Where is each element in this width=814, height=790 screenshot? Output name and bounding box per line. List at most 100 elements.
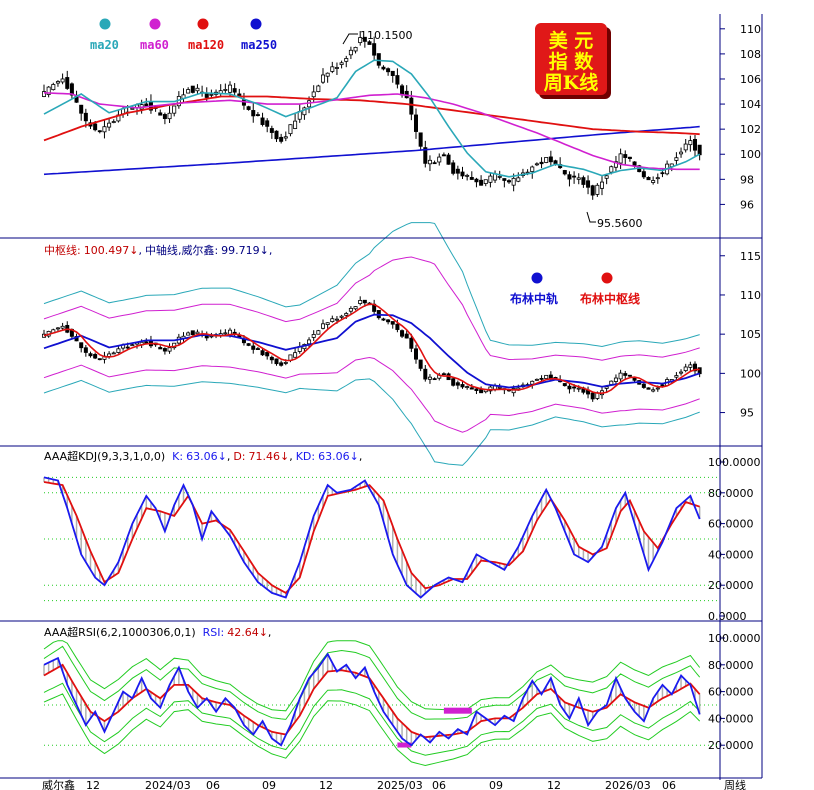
candle-body bbox=[162, 348, 167, 352]
candle-body bbox=[204, 93, 209, 98]
candle-body bbox=[362, 299, 367, 304]
y-tick-label: 0.0000 bbox=[708, 610, 747, 623]
candle-body bbox=[265, 120, 270, 127]
y-tick-label: 80.0000 bbox=[708, 487, 754, 500]
candle-body bbox=[632, 377, 637, 381]
candle-body bbox=[381, 66, 386, 70]
candle-body bbox=[367, 41, 372, 45]
candle-body bbox=[590, 392, 595, 400]
candle-body bbox=[418, 132, 423, 147]
candle-body bbox=[572, 175, 577, 178]
period-label: 周线 bbox=[724, 778, 746, 790]
candle-body bbox=[65, 77, 70, 89]
candle-body bbox=[479, 389, 484, 394]
ma120-line bbox=[43, 95, 700, 142]
logo-line-1: 美 元 bbox=[549, 29, 594, 52]
candle-body bbox=[539, 377, 544, 380]
candle-body bbox=[488, 175, 493, 183]
candle-body bbox=[516, 177, 521, 182]
candle-body bbox=[534, 163, 539, 166]
d-label: D: bbox=[233, 450, 245, 463]
candle-body bbox=[413, 348, 418, 360]
candle-body bbox=[604, 175, 609, 179]
candle-body bbox=[613, 161, 618, 168]
candle-body bbox=[651, 389, 656, 392]
candle-body bbox=[595, 184, 600, 195]
candle-body bbox=[544, 157, 549, 163]
x-axis: 威尔鑫 12 2024/03 06 09 12 2025/03 06 09 12… bbox=[42, 778, 746, 790]
candle-body bbox=[683, 366, 688, 372]
ma120-legend-label: ma120 bbox=[188, 38, 224, 52]
axis-value: 99.719↓ bbox=[221, 244, 269, 257]
candle-body bbox=[107, 353, 112, 357]
author-label: 威尔鑫 bbox=[181, 243, 214, 257]
kdj-readout: AAA超KDJ(9,3,3,1,0,0) K: 63.06↓, D: 71.46↓, KD… bbox=[44, 449, 362, 463]
readout-separator: : bbox=[77, 244, 81, 257]
y-tick-label: 80.0000 bbox=[708, 659, 754, 672]
candle-body bbox=[623, 373, 628, 376]
candle-body bbox=[97, 130, 102, 133]
candle-body bbox=[279, 136, 284, 142]
candle-body bbox=[227, 84, 232, 93]
candle-body bbox=[288, 124, 293, 135]
candle-body bbox=[283, 136, 288, 139]
candle-body bbox=[93, 354, 98, 359]
x-tick-label: 2025/03 bbox=[377, 779, 423, 790]
candle-body bbox=[274, 358, 279, 365]
candle-body bbox=[567, 174, 572, 180]
candle-body bbox=[539, 161, 544, 165]
candle-body bbox=[83, 112, 88, 122]
candle-body bbox=[469, 177, 474, 180]
candle-body bbox=[474, 178, 479, 183]
readout-separator: , bbox=[289, 450, 293, 463]
candle-body bbox=[446, 154, 451, 165]
y-tick-label: 100.0000 bbox=[708, 632, 761, 645]
boll-mid-legend-ball bbox=[531, 272, 543, 284]
candle-body bbox=[455, 168, 460, 174]
candle-body bbox=[553, 160, 558, 165]
candle-body bbox=[674, 375, 679, 378]
rsi-signal-block bbox=[443, 707, 472, 714]
candle-body bbox=[474, 388, 479, 391]
candle-body bbox=[195, 87, 200, 92]
ma250-legend-label: ma250 bbox=[241, 38, 277, 52]
candle-body bbox=[353, 46, 358, 52]
candle-body bbox=[320, 74, 325, 83]
y-tick-label: 100 bbox=[740, 367, 761, 380]
candle-body bbox=[130, 107, 135, 110]
candle-body bbox=[679, 151, 684, 155]
candle-body bbox=[632, 161, 637, 166]
candle-body bbox=[55, 81, 60, 84]
candle-body bbox=[348, 49, 353, 56]
candle-body bbox=[451, 378, 456, 386]
y-tick-label: 60.0000 bbox=[708, 518, 754, 531]
candle-body bbox=[479, 179, 484, 186]
candle-body bbox=[395, 323, 400, 330]
candle-body bbox=[688, 140, 693, 146]
x-tick-label: 12 bbox=[319, 779, 333, 790]
rsi-envelope-line bbox=[43, 693, 701, 767]
boll-pivot-legend-ball bbox=[601, 272, 613, 284]
rsi-name: AAA超RSI(6,2,1000306,0,1) bbox=[44, 625, 196, 639]
candle-body bbox=[186, 332, 191, 336]
candle-body bbox=[423, 368, 428, 380]
candle-body bbox=[260, 350, 265, 356]
high-annotation-text: 110.1500 bbox=[360, 29, 413, 42]
y-tick-label: 40.0000 bbox=[708, 548, 754, 561]
bollinger-outer-lower bbox=[43, 378, 700, 466]
candle-body bbox=[311, 91, 316, 98]
candle-body bbox=[362, 36, 367, 42]
candle-body bbox=[395, 75, 400, 85]
candle-body bbox=[465, 386, 470, 388]
candle-body bbox=[465, 174, 470, 177]
y-tick-label: 105 bbox=[740, 328, 761, 341]
candle-body bbox=[162, 114, 167, 120]
boll-pivot-legend-label: 布林中枢线 bbox=[580, 291, 640, 306]
candle-body bbox=[530, 380, 535, 385]
candle-body bbox=[544, 374, 549, 379]
candle-body bbox=[358, 300, 363, 304]
y-tick-label: 102 bbox=[740, 123, 761, 136]
candle-body bbox=[646, 176, 651, 181]
bollinger-readout: 中枢线: 100.497↓, 中轴线,威尔鑫: 99.719↓, bbox=[44, 243, 272, 257]
